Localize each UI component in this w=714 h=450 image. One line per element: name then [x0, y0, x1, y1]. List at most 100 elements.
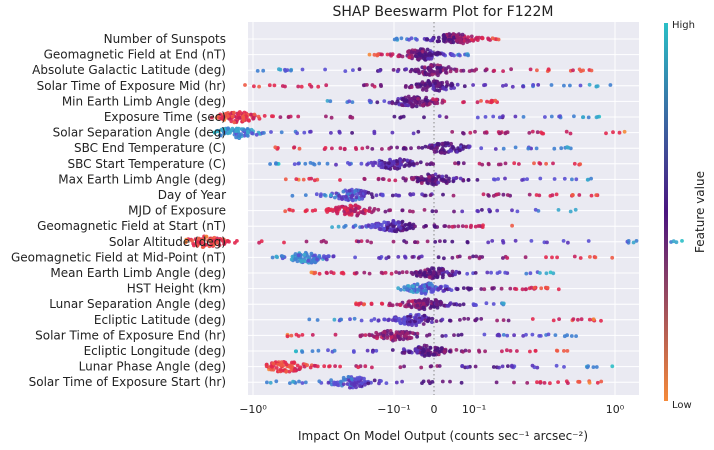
shap-point [287, 207, 292, 212]
shap-point [436, 175, 440, 179]
shap-point [388, 208, 393, 213]
shap-point [449, 141, 453, 146]
shap-point [430, 178, 435, 182]
shap-point [380, 147, 384, 151]
feature-label: HST Height (km) [127, 282, 226, 296]
shap-point [403, 255, 408, 260]
shap-point [421, 305, 426, 310]
feature-points [392, 32, 501, 46]
shap-point [457, 271, 462, 275]
shap-point [398, 365, 403, 370]
shap-point [572, 114, 576, 119]
shap-point [496, 162, 501, 167]
shap-point [437, 88, 442, 93]
shap-point [374, 193, 379, 198]
shap-point [534, 193, 539, 197]
shap-point [363, 382, 367, 387]
shap-point [405, 158, 410, 163]
shap-point [440, 141, 445, 146]
shap-point [325, 99, 330, 103]
shap-point [529, 285, 534, 290]
shap-point [342, 146, 347, 151]
shap-point [292, 368, 297, 373]
shap-point [448, 301, 453, 305]
shap-point [284, 362, 289, 367]
shap-point [360, 146, 365, 151]
shap-point [452, 35, 456, 40]
colorbar [664, 23, 668, 401]
shap-point [326, 254, 331, 259]
shap-point [464, 224, 469, 229]
shap-point [249, 112, 253, 117]
shap-point [418, 160, 423, 165]
shap-point [545, 240, 549, 245]
shap-point [369, 318, 374, 323]
shap-point [431, 97, 435, 102]
shap-point [486, 37, 491, 42]
shap-point [396, 54, 401, 59]
shap-point [339, 271, 344, 275]
shap-point [461, 144, 466, 149]
shap-point [251, 116, 256, 120]
shap-point [409, 50, 414, 54]
shap-point [496, 177, 500, 181]
shap-point [226, 114, 230, 119]
shap-point [440, 379, 445, 384]
shap-point [402, 319, 406, 324]
shap-point [505, 130, 510, 135]
shap-point [400, 270, 405, 275]
shap-point [397, 271, 402, 275]
shap-point [622, 129, 627, 134]
shap-point [306, 258, 311, 263]
shap-point [409, 97, 414, 101]
shap-point [466, 178, 471, 182]
shap-point [521, 84, 525, 89]
shap-point [279, 363, 283, 368]
shap-point [447, 273, 452, 278]
shap-point [347, 99, 352, 104]
x-axis-ticks: −10⁰ −10⁻¹ 0 10⁻¹ 10⁰ [239, 403, 625, 416]
shap-point [407, 163, 412, 168]
shap-point [234, 126, 239, 131]
shap-point [589, 176, 593, 181]
shap-point [434, 319, 439, 323]
shap-point [479, 99, 483, 103]
shap-point [215, 114, 220, 118]
shap-point [422, 115, 426, 120]
shap-point [422, 288, 426, 293]
shap-point [361, 211, 365, 215]
shap-point [400, 97, 405, 102]
shap-point [247, 118, 251, 123]
shap-point [283, 84, 287, 89]
shap-point [482, 287, 487, 292]
shap-point [307, 176, 312, 181]
shap-point [336, 383, 341, 388]
shap-point [617, 130, 622, 135]
shap-point [436, 180, 441, 185]
shap-point [403, 222, 408, 227]
shap-point [520, 287, 525, 292]
shap-point [424, 344, 429, 348]
shap-point [296, 84, 301, 89]
shap-point [512, 380, 516, 385]
shap-point [402, 285, 407, 289]
shap-point [426, 56, 430, 61]
shap-point [274, 366, 279, 370]
shap-point [314, 192, 319, 197]
shap-point [574, 334, 578, 338]
shap-point [365, 239, 370, 244]
shap-point [452, 146, 456, 151]
shap-point [218, 133, 222, 138]
shap-point [409, 289, 414, 294]
shap-point [328, 193, 333, 198]
shap-point [501, 240, 506, 245]
shap-point [395, 159, 399, 164]
shap-point [317, 271, 322, 276]
shap-point [402, 164, 407, 169]
shap-point [384, 256, 389, 261]
shap-point [508, 286, 513, 291]
x-tick-label: −10⁻¹ [377, 403, 410, 416]
shap-point [352, 316, 357, 321]
shap-point [282, 240, 286, 245]
shap-point [339, 317, 344, 322]
